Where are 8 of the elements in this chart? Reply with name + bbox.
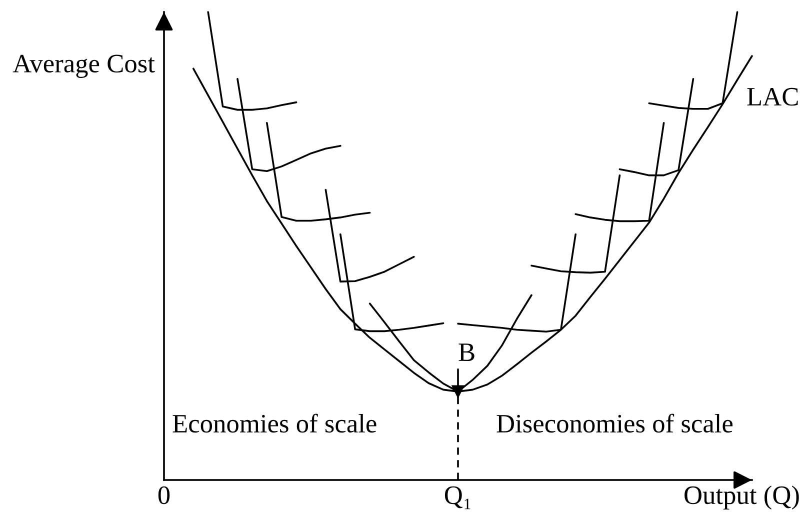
annotation: Economies of scale: [172, 414, 376, 433]
y-axis-title: Average Cost: [12, 54, 155, 78]
annotation: B: [458, 344, 474, 362]
x-axis-title: Output (Q): [684, 486, 799, 510]
x-tick-label: Q₁: [444, 486, 470, 510]
annotation: Diseconomies of scale: [496, 414, 733, 433]
x-tick-label: 0: [158, 486, 170, 504]
series-label: LAC: [747, 88, 798, 106]
